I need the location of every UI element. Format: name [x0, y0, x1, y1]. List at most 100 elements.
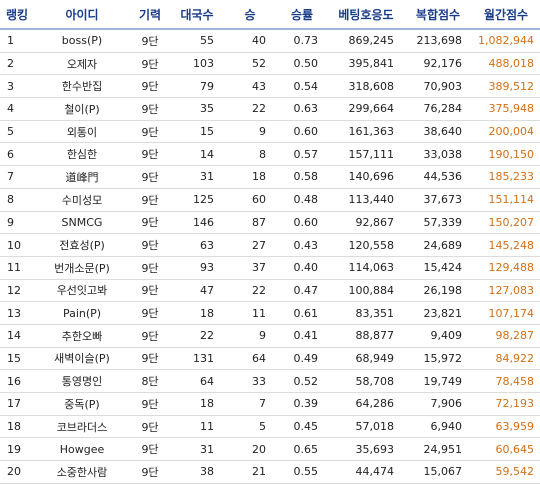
win-rate-cell: 0.73 — [276, 29, 328, 53]
wins-cell: 52 — [224, 52, 276, 76]
player-id-cell[interactable]: Howgee — [34, 437, 130, 462]
header-betting[interactable]: 베팅호응도 — [328, 0, 404, 30]
table-row: 18 코브라더스 9단 11 5 0.45 57,018 6,940 63,959 — [0, 415, 540, 439]
level-cell: 9단 — [130, 188, 170, 212]
composite-cell: 92,176 — [404, 52, 472, 76]
win-rate-cell: 0.48 — [276, 188, 328, 212]
header-rank[interactable]: 랭킹 — [0, 0, 34, 30]
player-id-cell[interactable]: 번개소문(P) — [34, 256, 130, 280]
games-cell: 38 — [170, 460, 224, 484]
header-composite[interactable]: 복합점수 — [404, 0, 472, 30]
wins-cell: 5 — [224, 415, 276, 439]
composite-cell: 76,284 — [404, 97, 472, 121]
win-rate-cell: 0.39 — [276, 392, 328, 416]
monthly-score-cell: 375,948 — [472, 97, 540, 121]
level-cell: 9단 — [130, 142, 170, 167]
player-id-cell[interactable]: 오제자 — [34, 52, 130, 76]
monthly-score-cell: 190,150 — [472, 142, 540, 167]
table-row: 10 전효성(P) 9단 63 27 0.43 120,558 24,689 145,248 — [0, 233, 540, 257]
wins-cell: 43 — [224, 74, 276, 99]
header-id[interactable]: 아이디 — [34, 0, 130, 30]
wins-cell: 18 — [224, 165, 276, 189]
player-id-cell[interactable]: 코브라더스 — [34, 415, 130, 439]
level-cell: 9단 — [130, 165, 170, 189]
wins-cell: 20 — [224, 437, 276, 462]
header-win-rate[interactable]: 승률 — [276, 0, 328, 30]
table-row: 19 Howgee 9단 31 20 0.65 35,693 24,951 60,645 — [0, 437, 540, 462]
table-row: 8 수미성모 9단 125 60 0.48 113,440 37,673 151,114 — [0, 188, 540, 212]
level-cell: 9단 — [130, 392, 170, 416]
table-header-row: 랭킹 아이디 기력 대국수 승 승률 베팅호응도 복합점수 월간점수 — [0, 0, 540, 30]
player-id-cell[interactable]: 철이(P) — [34, 97, 130, 121]
win-rate-cell: 0.40 — [276, 256, 328, 280]
player-id-cell[interactable]: 추한오빠 — [34, 324, 130, 348]
win-rate-cell: 0.41 — [276, 324, 328, 348]
composite-cell: 6,940 — [404, 415, 472, 439]
monthly-score-cell: 185,233 — [472, 165, 540, 189]
player-id-cell[interactable]: 통영명인 — [34, 369, 130, 393]
rank-cell: 8 — [0, 188, 34, 212]
table-row: 16 통영명인 8단 64 33 0.52 58,708 19,749 78,458 — [0, 369, 540, 393]
wins-cell: 9 — [224, 324, 276, 348]
monthly-score-cell: 59,542 — [472, 460, 540, 484]
win-rate-cell: 0.52 — [276, 369, 328, 393]
rank-cell: 19 — [0, 437, 34, 462]
player-id-cell[interactable]: SNMCG — [34, 211, 130, 235]
games-cell: 35 — [170, 97, 224, 121]
level-cell: 9단 — [130, 460, 170, 484]
player-id-cell[interactable]: 전효성(P) — [34, 233, 130, 257]
header-games[interactable]: 대국수 — [170, 0, 224, 30]
composite-cell: 24,951 — [404, 437, 472, 462]
player-id-cell[interactable]: 수미성모 — [34, 188, 130, 212]
betting-cell: 113,440 — [328, 188, 404, 212]
table-row: 9 SNMCG 9단 146 87 0.60 92,867 57,339 150,207 — [0, 211, 540, 235]
betting-cell: 92,867 — [328, 211, 404, 235]
rank-cell: 18 — [0, 415, 34, 439]
wins-cell: 22 — [224, 97, 276, 121]
header-monthly[interactable]: 월간점수 — [472, 0, 540, 30]
monthly-score-cell: 78,458 — [472, 369, 540, 393]
player-id-cell[interactable]: 소중한사람 — [34, 460, 130, 484]
composite-cell: 26,198 — [404, 279, 472, 303]
games-cell: 103 — [170, 52, 224, 76]
table-row: 5 외통이 9단 15 9 0.60 161,363 38,640 200,004 — [0, 120, 540, 144]
player-id-cell[interactable]: 우선잇고봐 — [34, 279, 130, 303]
level-cell: 9단 — [130, 233, 170, 257]
level-cell: 8단 — [130, 369, 170, 393]
header-wins[interactable]: 승 — [224, 0, 276, 30]
player-id-cell[interactable]: 새벽이슬(P) — [34, 347, 130, 371]
games-cell: 146 — [170, 211, 224, 235]
win-rate-cell: 0.60 — [276, 120, 328, 144]
games-cell: 79 — [170, 74, 224, 99]
composite-cell: 9,409 — [404, 324, 472, 348]
monthly-score-cell: 389,512 — [472, 74, 540, 99]
wins-cell: 33 — [224, 369, 276, 393]
rank-cell: 7 — [0, 165, 34, 189]
player-id-cell[interactable]: 외통이 — [34, 120, 130, 144]
header-level[interactable]: 기력 — [130, 0, 170, 30]
wins-cell: 21 — [224, 460, 276, 484]
monthly-score-cell: 60,645 — [472, 437, 540, 462]
composite-cell: 70,903 — [404, 74, 472, 99]
player-id-cell[interactable]: 한수반집 — [34, 74, 130, 99]
betting-cell: 157,111 — [328, 142, 404, 167]
monthly-score-cell: 107,174 — [472, 301, 540, 325]
composite-cell: 15,067 — [404, 460, 472, 484]
rank-cell: 16 — [0, 369, 34, 393]
betting-cell: 140,696 — [328, 165, 404, 189]
betting-cell: 395,841 — [328, 52, 404, 76]
player-id-cell[interactable]: Pain(P) — [34, 301, 130, 325]
player-id-cell[interactable]: boss(P) — [34, 29, 130, 53]
level-cell: 9단 — [130, 347, 170, 371]
games-cell: 31 — [170, 437, 224, 462]
ranking-rows: 1 boss(P) 9단 55 40 0.73 869,245 213,698 1,082,94… — [0, 29, 540, 484]
player-id-cell[interactable]: 중독(P) — [34, 392, 130, 416]
player-id-cell[interactable]: 한심한 — [34, 142, 130, 167]
rank-cell: 2 — [0, 52, 34, 76]
win-rate-cell: 0.65 — [276, 437, 328, 462]
win-rate-cell: 0.49 — [276, 347, 328, 371]
table-row: 4 철이(P) 9단 35 22 0.63 299,664 76,284 375,948 — [0, 97, 540, 121]
wins-cell: 8 — [224, 142, 276, 167]
level-cell: 9단 — [130, 324, 170, 348]
player-id-cell[interactable]: 道峰門 — [34, 165, 130, 189]
